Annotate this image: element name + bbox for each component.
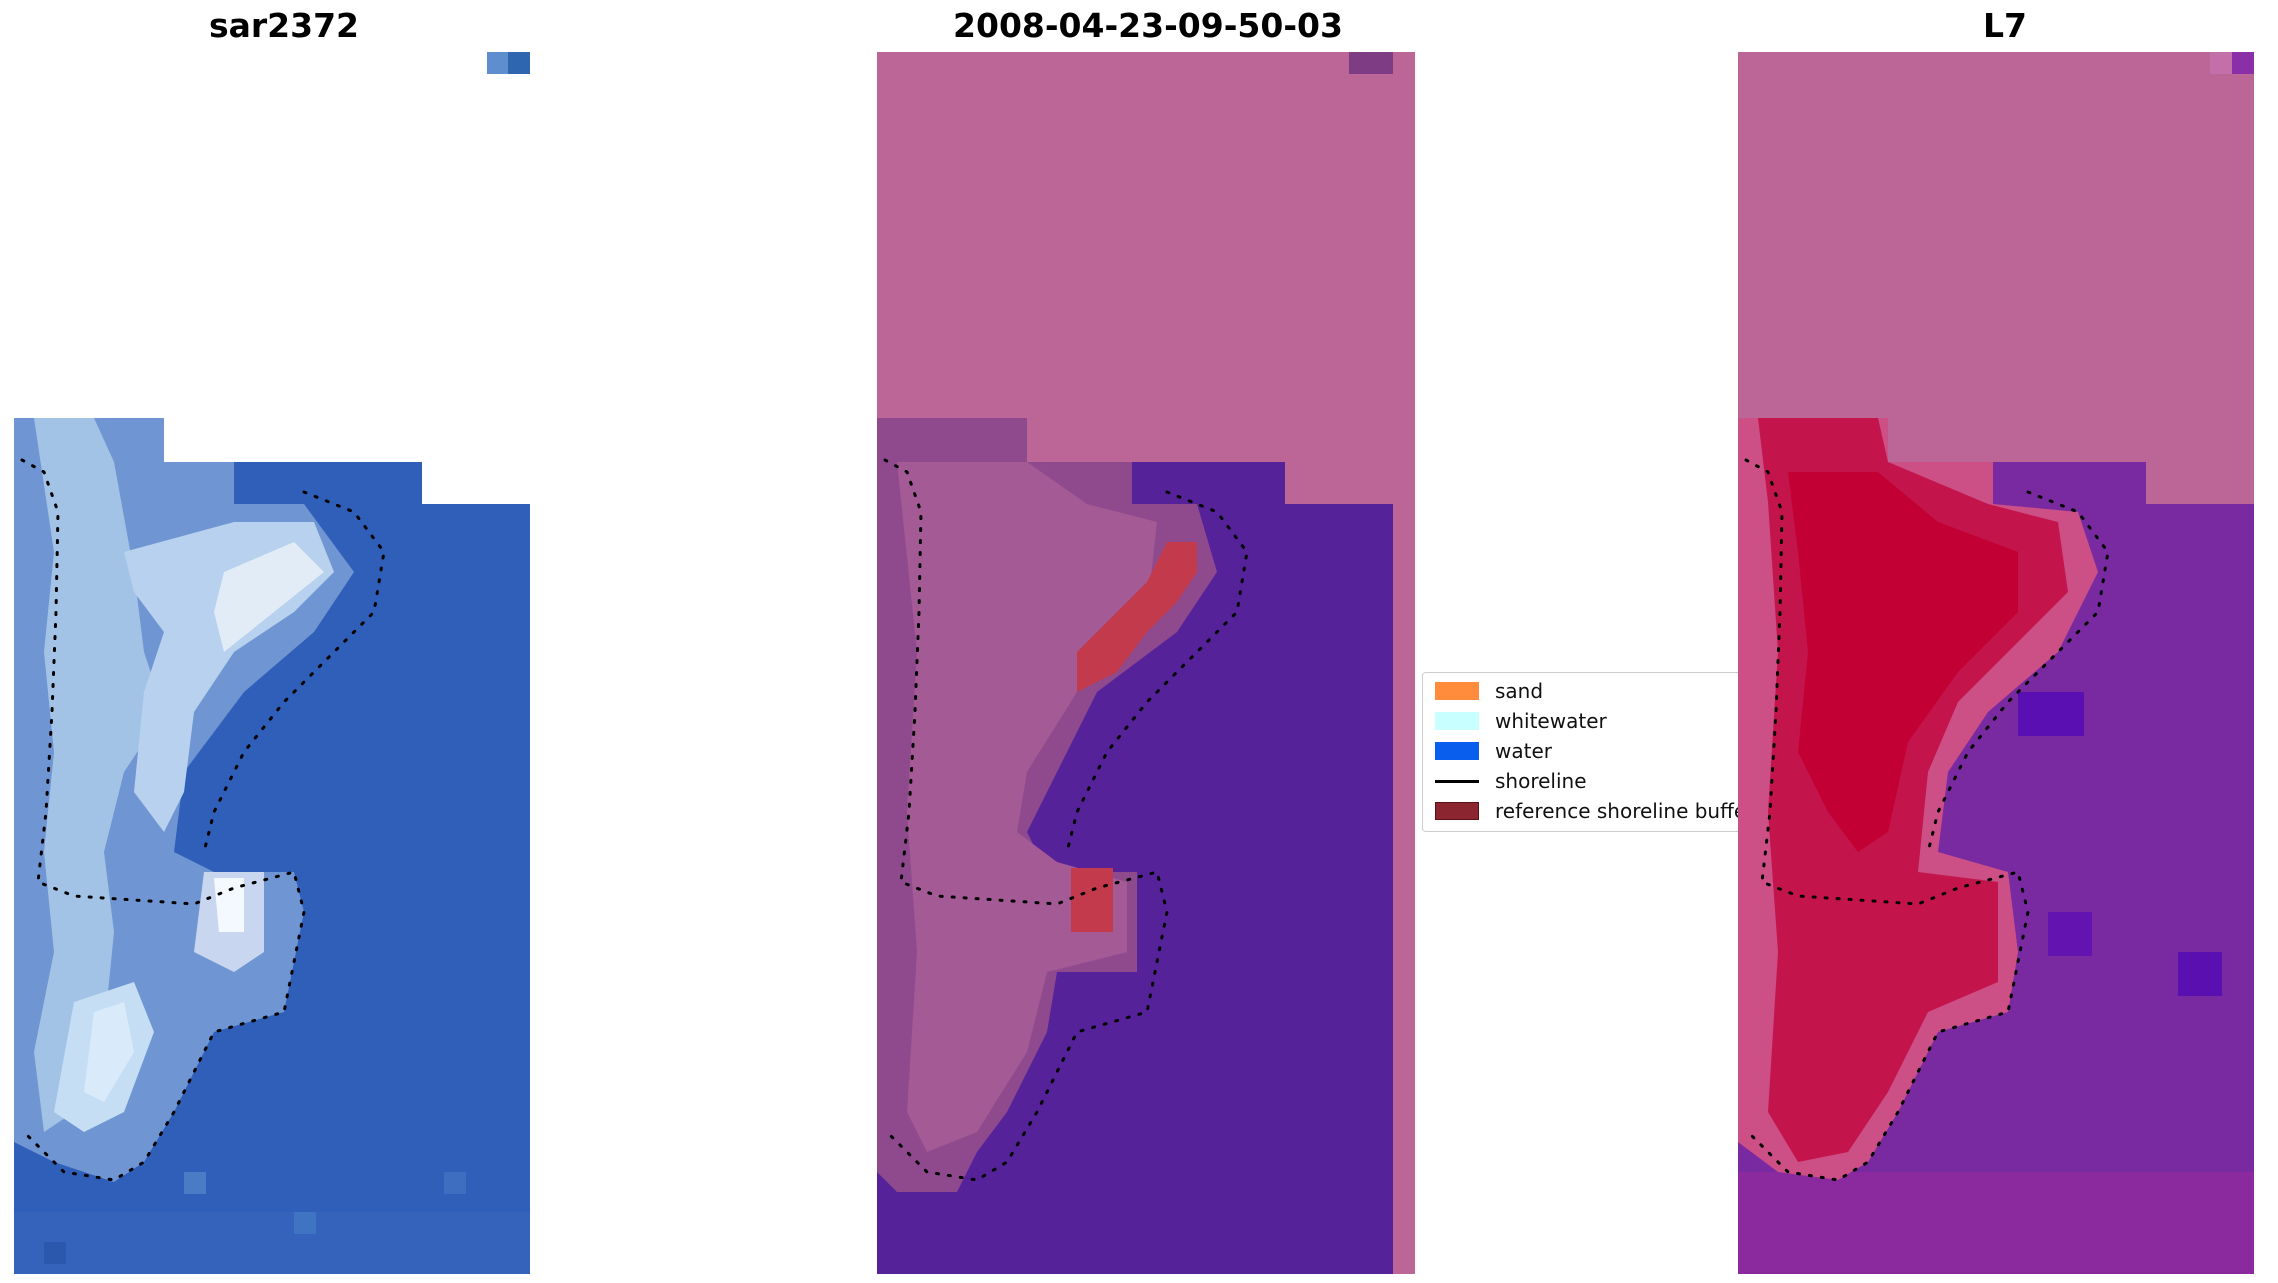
rgb-image-body — [14, 418, 530, 1274]
legend: sand whitewater water shoreline referenc… — [1422, 672, 1754, 832]
legend-label-sand: sand — [1495, 679, 1544, 703]
panel-title-rgb: sar2372 — [208, 6, 360, 45]
nodata-strip-top-right — [1285, 462, 1393, 504]
legend-swatch-sand — [1435, 682, 1479, 700]
panel-title-index: L7 — [1983, 6, 2027, 45]
legend-label-water: water — [1495, 739, 1552, 763]
legend-swatch-whitewater — [1435, 712, 1479, 730]
buffer-class-region — [1077, 542, 1197, 692]
legend-item-reference-buffer: reference shoreline buffer — [1435, 799, 1754, 823]
legend-label-reference-buffer: reference shoreline buffer — [1495, 799, 1754, 823]
legend-swatch-reference-buffer — [1435, 802, 1479, 820]
shoreline-dots — [20, 458, 306, 1182]
legend-item-whitewater: whitewater — [1435, 709, 1607, 733]
index-image-panel — [1738, 52, 2254, 1274]
panel-title-classification: 2008-04-23-09-50-03 — [953, 6, 1343, 45]
classification-panel — [877, 52, 1415, 1274]
legend-item-water: water — [1435, 739, 1552, 763]
legend-swatch-water — [1435, 742, 1479, 760]
corner-nodata-pixel-2 — [487, 52, 508, 74]
shoreline-dots — [883, 458, 1169, 1182]
shoreline-dots — [1744, 458, 2030, 1182]
corner-nodata-pixel-2 — [2232, 52, 2254, 74]
legend-label-whitewater: whitewater — [1495, 709, 1607, 733]
legend-line-shoreline — [1435, 779, 1479, 783]
index-image-body — [1738, 418, 2254, 1274]
shoreline-dots-east — [1065, 490, 1249, 854]
shoreline-dots-east — [1926, 490, 2110, 854]
rgb-image-panel — [14, 52, 530, 1274]
legend-label-shoreline: shoreline — [1495, 769, 1587, 793]
land-class-region-inner — [897, 462, 1157, 1152]
buffer-class-region-south — [1071, 868, 1113, 932]
legend-item-shoreline: shoreline — [1435, 769, 1587, 793]
shoreline-dots-east — [202, 490, 386, 854]
corner-nodata-pixel — [1349, 52, 1393, 74]
legend-item-sand: sand — [1435, 679, 1543, 703]
